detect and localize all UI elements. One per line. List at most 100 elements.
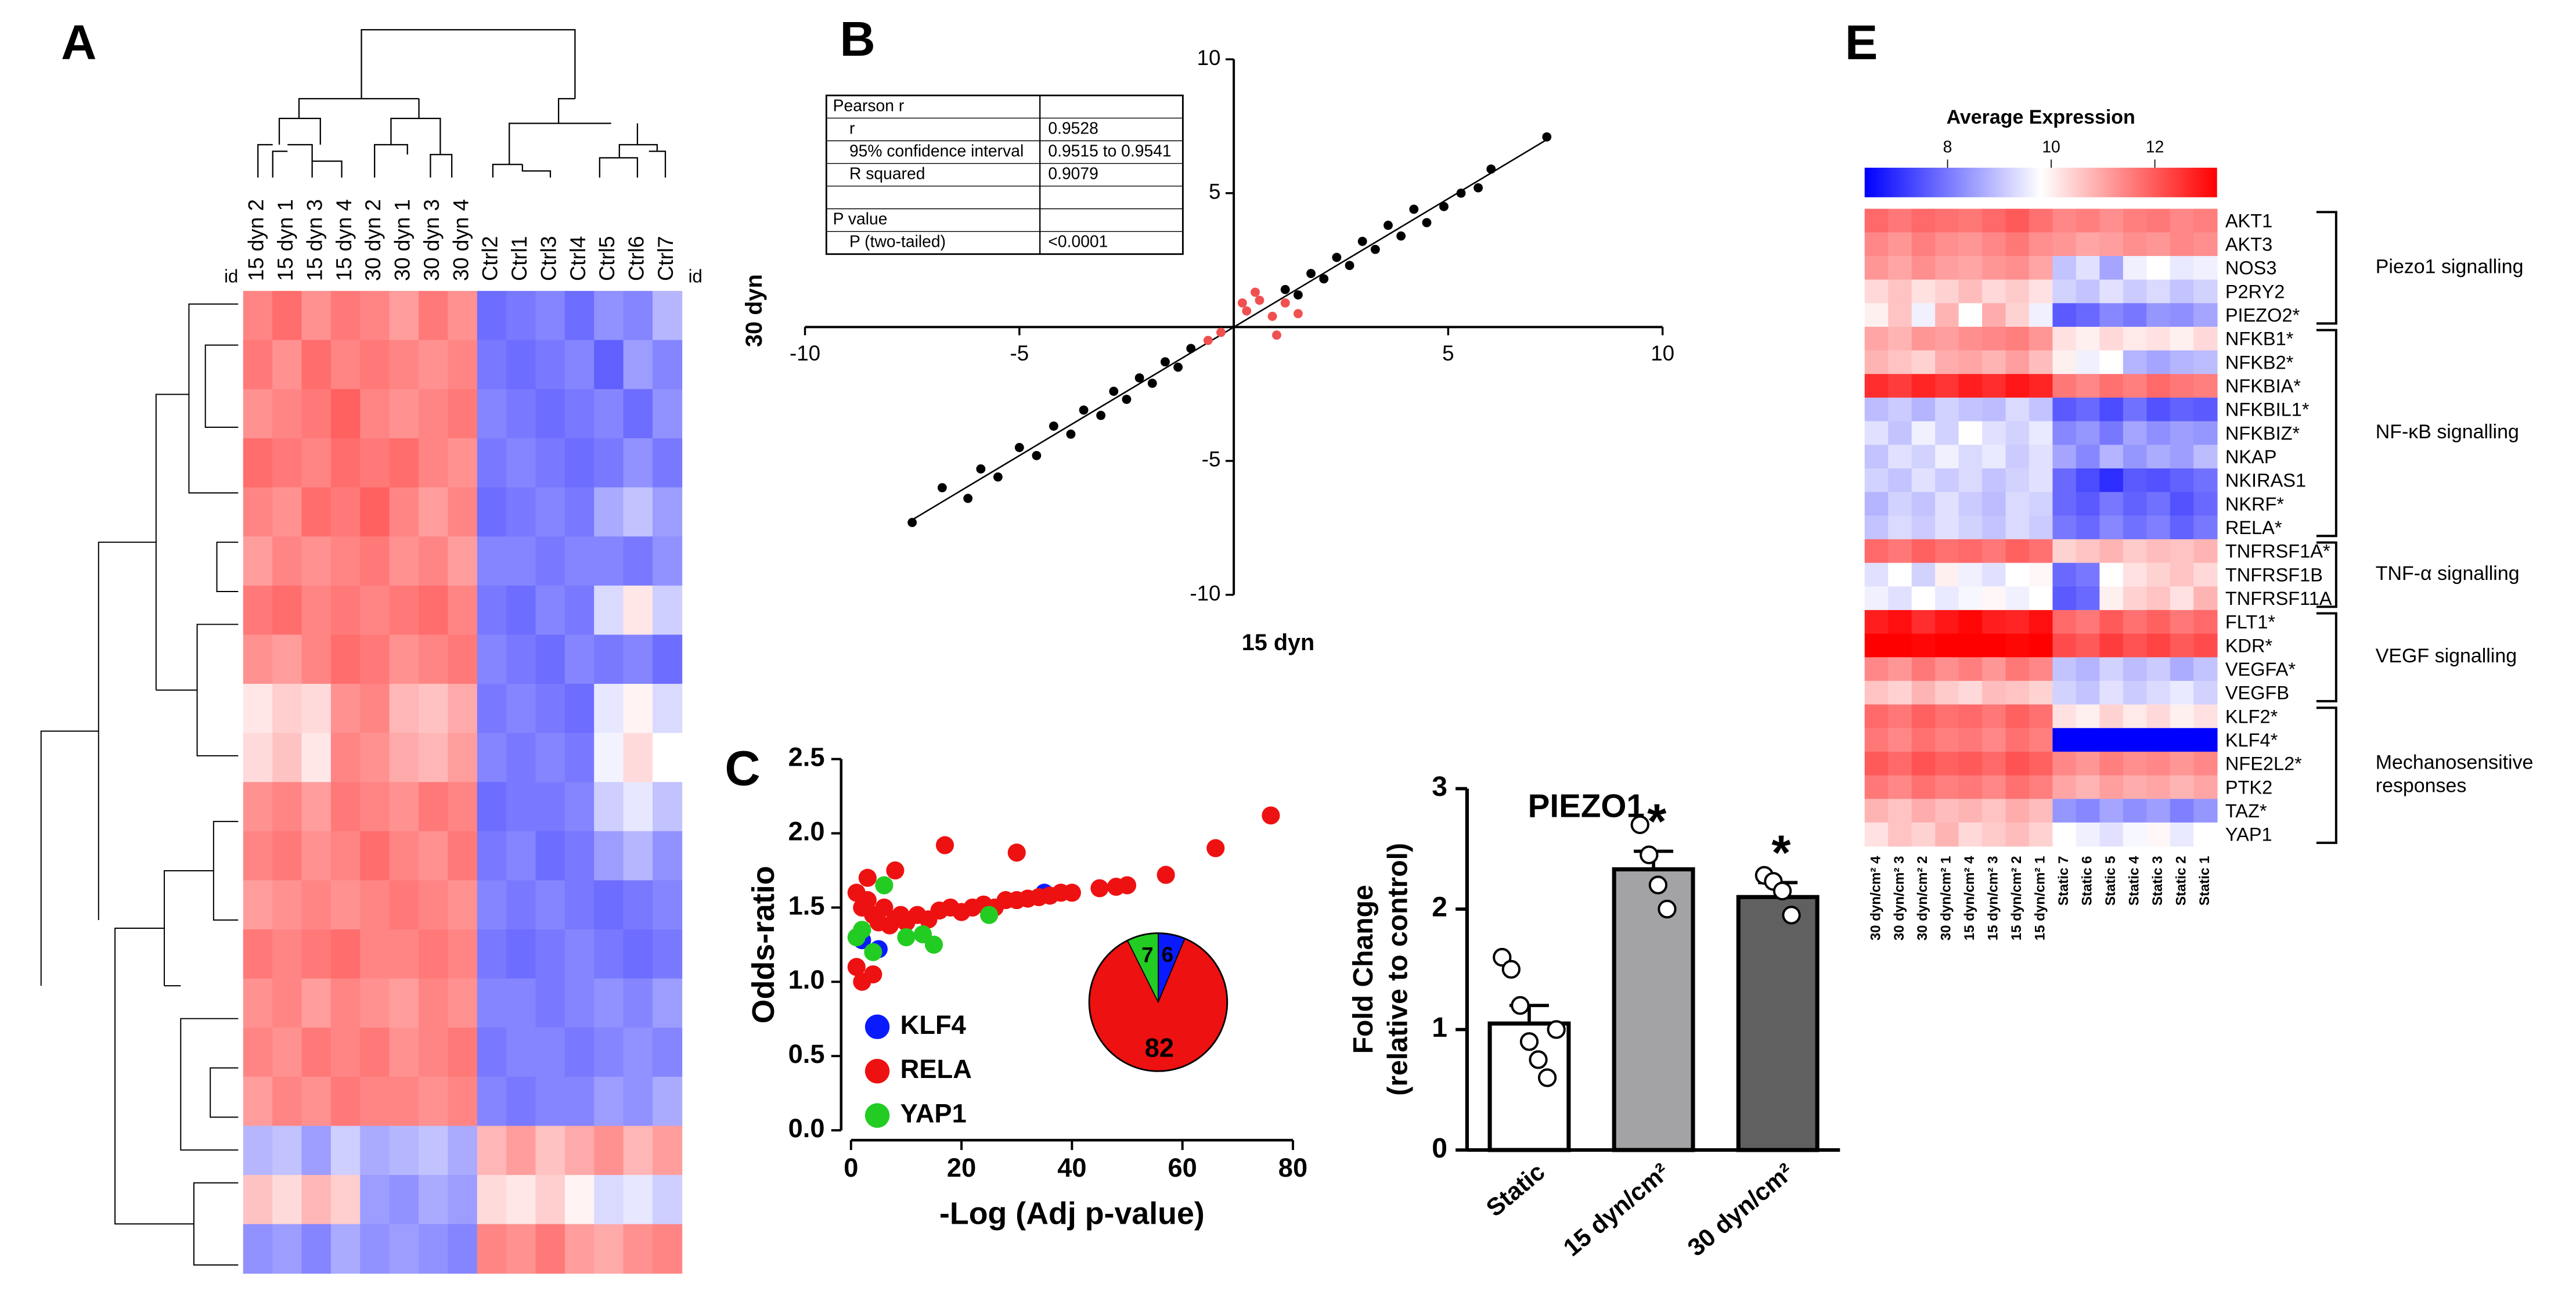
column-label: Ctrl3: [536, 236, 560, 282]
heatmap-cell: [2052, 586, 2077, 611]
colorbar: [1864, 167, 2217, 197]
heatmap-cell: [448, 831, 478, 881]
point: [1109, 387, 1119, 396]
heatmap-cell: [2193, 751, 2218, 776]
heatmap-cell: [477, 487, 507, 538]
heatmap-cell: [419, 536, 449, 586]
point: [1007, 843, 1026, 862]
heatmap-cell: [2052, 468, 2077, 493]
colorbar-title: Average Expression: [1947, 106, 2135, 128]
heatmap-cell: [1982, 515, 2006, 540]
heatmap-cell: [506, 487, 536, 538]
heatmap-cell: [2146, 350, 2171, 375]
id-label: id: [224, 266, 238, 287]
group-label: Piezo1 signalling: [2376, 255, 2524, 277]
point: [1032, 450, 1042, 460]
heatmap-cell: [535, 733, 565, 783]
heatmap-cell: [535, 683, 565, 734]
heatmap-cell: [506, 831, 536, 881]
heatmap-cell: [419, 585, 449, 636]
heatmap-cell: [389, 389, 419, 439]
heatmap-cell: [2052, 704, 2077, 729]
heatmap-cell: [2193, 208, 2218, 233]
heatmap-cell: [2146, 303, 2171, 327]
table-cell: P (two-tailed): [849, 232, 946, 251]
heatmap-cell: [2099, 374, 2124, 398]
heatmap-cell: [2193, 445, 2218, 469]
heatmap-cell: [2076, 350, 2101, 375]
heatmap-cell: [1958, 539, 1983, 564]
heatmap-cell: [2029, 704, 2053, 729]
heatmap-cell: [2076, 657, 2101, 682]
heatmap-cell: [330, 536, 361, 586]
heatmap-cell: [1911, 208, 1936, 233]
heatmap-cell: [360, 929, 390, 979]
heatmap-cell: [1982, 208, 2006, 233]
heatmap-cell: [301, 1224, 332, 1274]
heatmap-cell: [419, 880, 449, 930]
heatmap-cell: [448, 1076, 478, 1127]
column-label: Static 1: [2197, 856, 2213, 906]
row-label: RELA*: [2225, 517, 2282, 538]
point: [924, 935, 943, 954]
heatmap-cell: [419, 782, 449, 832]
heatmap-cell: [1958, 563, 1983, 587]
heatmap-cell: [623, 585, 653, 636]
heatmap-cell: [623, 929, 653, 979]
heatmap-cell: [301, 1126, 332, 1176]
point: [1014, 443, 1024, 452]
heatmap-cell: [2123, 303, 2148, 327]
heatmap-cell: [2193, 775, 2218, 800]
heatmap-cell: [1958, 232, 1983, 257]
heatmap-cell: [2052, 232, 2077, 257]
heatmap-cell: [652, 1126, 683, 1176]
point: [1542, 132, 1552, 142]
heatmap-cell: [448, 340, 478, 390]
table-cell: <0.0001: [1048, 232, 1108, 251]
heatmap-cell: [243, 438, 273, 488]
heatmap-cell: [652, 438, 683, 488]
heatmap-cell: [2170, 232, 2195, 257]
column-label: 15 dyn 1: [273, 199, 297, 281]
heatmap-cell: [2099, 799, 2124, 823]
heatmap-cell: [1982, 445, 2006, 469]
heatmap-cell: [2123, 657, 2148, 682]
heatmap-cell: [1888, 374, 1912, 398]
heatmap-cell: [243, 733, 273, 783]
heatmap-cell: [2052, 515, 2077, 540]
heatmap-cell: [330, 733, 361, 783]
heatmap-cell: [506, 438, 536, 488]
row-label: PIEZO2*: [2225, 305, 2300, 326]
point: [1384, 221, 1393, 230]
column-label: Static 6: [2080, 856, 2095, 906]
table-title: Pearson r: [833, 96, 905, 114]
heatmap-cell: [1958, 397, 1983, 422]
heatmap-cell: [1935, 799, 1959, 823]
heatmap-cell: [1888, 586, 1912, 611]
heatmap-cell: [419, 438, 449, 488]
y-tick-label: 1.0: [788, 965, 825, 994]
heatmap-cell: [448, 1126, 478, 1176]
heatmap-cell: [2005, 610, 2030, 634]
heatmap-cell: [594, 683, 624, 734]
heatmap-cell: [2193, 397, 2218, 422]
heatmap-cell: [2029, 680, 2053, 705]
heatmap-cell: [2170, 610, 2195, 634]
heatmap-cell: [1864, 799, 1889, 823]
point: [1242, 306, 1252, 316]
heatmap-cell: [301, 536, 332, 586]
column-label: Static 3: [2150, 856, 2166, 906]
heatmap-cell: [535, 1175, 565, 1225]
heatmap-cell: [2005, 421, 2030, 446]
heatmap-cell: [272, 1076, 302, 1127]
heatmap-cell: [1864, 775, 1889, 800]
row-label: NFE2L2*: [2225, 753, 2302, 774]
heatmap-cell: [1888, 822, 1912, 847]
heatmap-cell: [2005, 799, 2030, 823]
heatmap-cell: [272, 291, 302, 341]
column-label: 15 dyn 3: [302, 199, 326, 281]
heatmap-cell: [1982, 350, 2006, 375]
heatmap-cell: [330, 389, 361, 439]
heatmap-cell: [1911, 374, 1936, 398]
heatmap-cell: [1911, 657, 1936, 682]
